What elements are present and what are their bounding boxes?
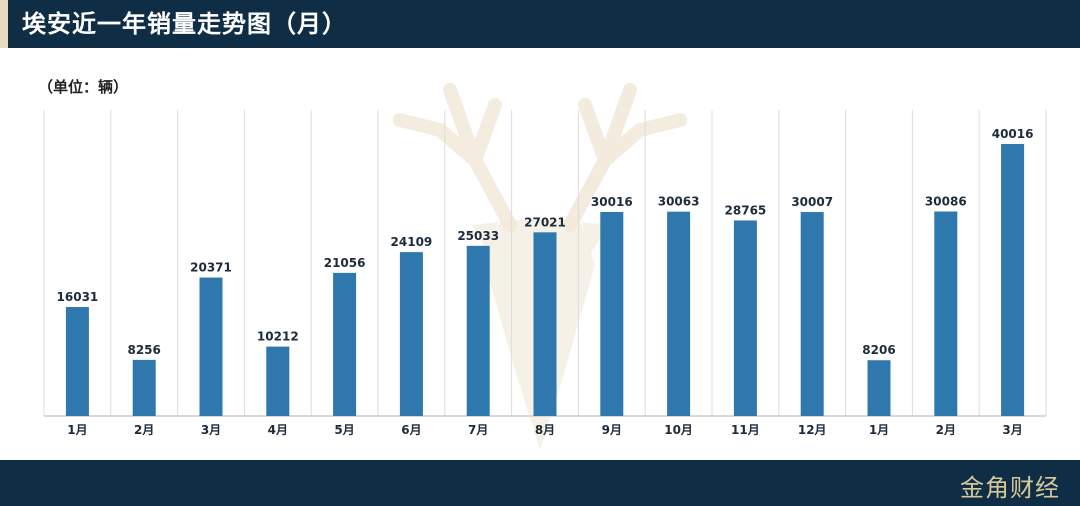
bar bbox=[867, 360, 891, 416]
bar-value-label: 30086 bbox=[925, 194, 967, 208]
x-tick-label: 5月 bbox=[334, 423, 354, 437]
x-tick-label: 3月 bbox=[201, 423, 221, 437]
bar-value-label: 30007 bbox=[791, 195, 833, 209]
x-tick-label: 2月 bbox=[134, 423, 154, 437]
x-tick-label: 9月 bbox=[602, 423, 622, 437]
bar bbox=[1001, 144, 1025, 416]
bar-value-label: 30063 bbox=[658, 195, 700, 209]
bar bbox=[466, 245, 490, 416]
x-tick-label: 1月 bbox=[869, 423, 889, 437]
x-tick-label: 3月 bbox=[1002, 423, 1022, 437]
bar bbox=[199, 277, 223, 416]
x-tick-label: 7月 bbox=[468, 423, 488, 437]
bar bbox=[65, 307, 89, 416]
bar-value-label: 24109 bbox=[391, 235, 433, 249]
x-tick-label: 10月 bbox=[664, 423, 693, 437]
bar-value-label: 21056 bbox=[324, 256, 366, 270]
bar-value-label: 28765 bbox=[725, 203, 767, 217]
x-tick-label: 1月 bbox=[67, 423, 87, 437]
title-accent-stripe bbox=[0, 0, 8, 48]
brand-logo: 金角财经 bbox=[960, 474, 1060, 502]
bar-value-label: 27021 bbox=[524, 215, 566, 229]
x-tick-label: 2月 bbox=[936, 423, 956, 437]
bar bbox=[266, 346, 290, 416]
x-tick-label: 11月 bbox=[731, 423, 760, 437]
x-tick-label: 12月 bbox=[798, 423, 827, 437]
bar-value-label: 30016 bbox=[591, 195, 633, 209]
x-tick-label: 8月 bbox=[535, 423, 555, 437]
bar bbox=[399, 252, 423, 416]
bar-value-label: 16031 bbox=[57, 290, 99, 304]
bar bbox=[667, 211, 691, 416]
title-bar: 埃安近一年销量走势图（月） bbox=[0, 0, 1080, 48]
bar-value-label: 8256 bbox=[127, 343, 160, 357]
bar-value-label: 8206 bbox=[862, 343, 895, 357]
bar bbox=[934, 211, 958, 416]
bar bbox=[333, 272, 357, 416]
bar bbox=[533, 232, 557, 416]
x-tick-label: 4月 bbox=[268, 423, 288, 437]
footer-bar: 金角财经 bbox=[0, 460, 1080, 506]
bar-value-label: 25033 bbox=[457, 229, 499, 243]
bar bbox=[132, 359, 156, 416]
bar bbox=[733, 220, 757, 416]
bar bbox=[600, 211, 624, 416]
unit-label: （单位：辆） bbox=[38, 78, 129, 96]
bar-value-label: 40016 bbox=[992, 127, 1034, 141]
x-tick-label: 6月 bbox=[401, 423, 421, 437]
bar-value-label: 10212 bbox=[257, 330, 299, 344]
bar bbox=[800, 212, 824, 416]
bar-value-label: 20371 bbox=[190, 261, 232, 275]
page-title: 埃安近一年销量走势图（月） bbox=[22, 10, 347, 38]
